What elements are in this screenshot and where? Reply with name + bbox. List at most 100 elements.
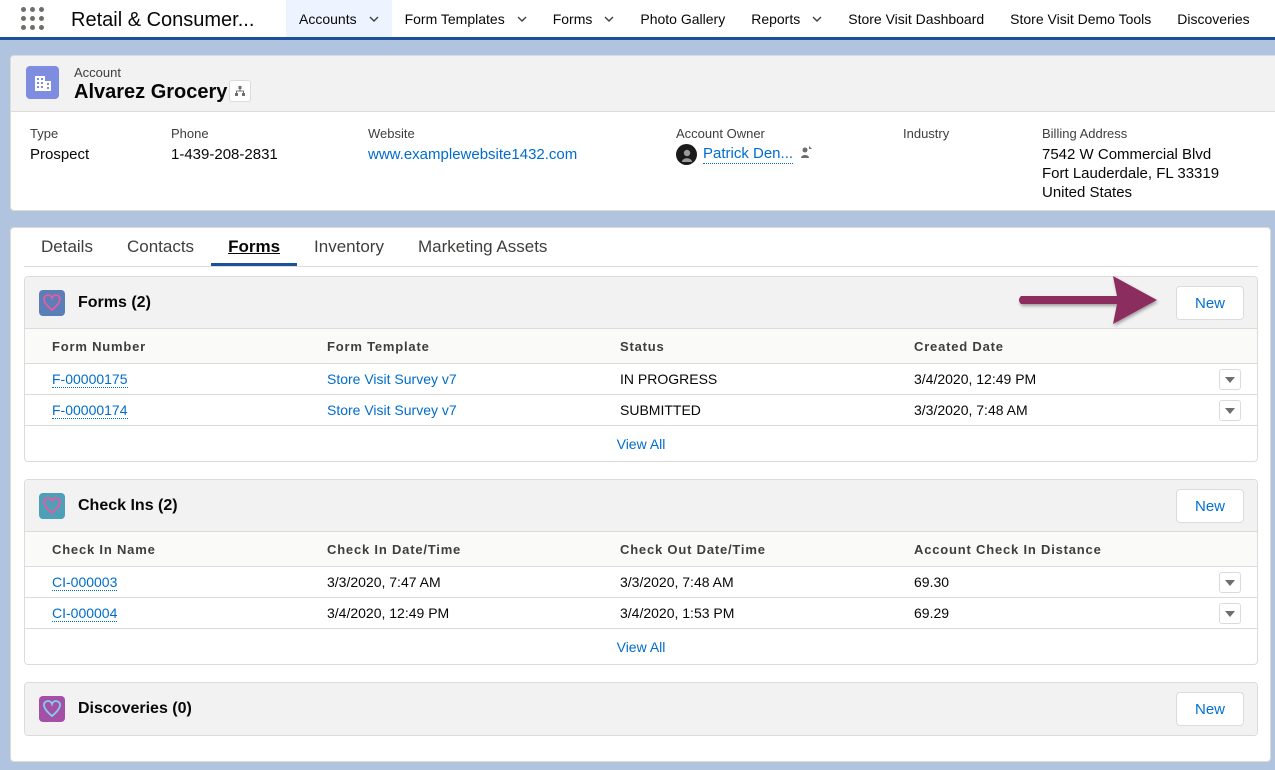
- row-actions-button[interactable]: [1219, 603, 1241, 624]
- chevron-down-icon[interactable]: [604, 14, 614, 24]
- distance-cell: 69.30: [914, 574, 950, 590]
- check-in-name-link[interactable]: CI-000004: [52, 605, 118, 622]
- nav-item-label: Store Visit Dashboard: [848, 10, 985, 27]
- discoveries-heart-icon: [39, 696, 65, 722]
- new-form-button[interactable]: New: [1176, 286, 1244, 320]
- column-header[interactable]: Check In Name: [52, 542, 156, 557]
- field-type: Type Prospect: [30, 126, 89, 164]
- hierarchy-icon: [235, 86, 245, 96]
- nav-tab-bar: Accounts Form Templates Forms Photo Gall…: [286, 0, 1275, 37]
- nav-item-label: Reports: [751, 10, 801, 27]
- check-in-time-cell: 3/3/2020, 7:47 AM: [327, 574, 441, 590]
- chevron-down-icon[interactable]: [517, 14, 527, 24]
- created-date-cell: 3/4/2020, 12:49 PM: [914, 371, 1037, 387]
- status-cell: SUBMITTED: [620, 402, 701, 418]
- record-header: Account Alvarez Grocery Type Prospect Ph…: [10, 55, 1275, 211]
- caret-down-icon: [1225, 376, 1235, 383]
- nav-item-discoveries[interactable]: Discoveries: [1164, 0, 1262, 37]
- distance-cell: 69.29: [914, 605, 950, 621]
- forms-related-list: Forms (2) New Form Number Form Template …: [24, 276, 1258, 462]
- tab-contacts[interactable]: Contacts: [126, 237, 195, 256]
- nav-item-forms[interactable]: Forms: [540, 0, 628, 37]
- table-row: F-00000174 Store Visit Survey v7 SUBMITT…: [25, 395, 1257, 426]
- nav-item-photo-gallery[interactable]: Photo Gallery: [627, 0, 738, 37]
- status-cell: IN PROGRESS: [620, 371, 718, 387]
- row-actions-button[interactable]: [1219, 572, 1241, 593]
- related-content: Details Contacts Forms Inventory Marketi…: [10, 227, 1271, 762]
- field-label: Phone: [171, 126, 209, 141]
- annotation-arrow-icon: [1019, 276, 1157, 324]
- nav-item-form-templates[interactable]: Form Templates: [392, 0, 540, 37]
- column-header[interactable]: Form Template: [327, 339, 430, 354]
- change-owner-icon[interactable]: [799, 145, 813, 164]
- table-row: CI-000003 3/3/2020, 7:47 AM 3/3/2020, 7:…: [25, 567, 1257, 598]
- tab-details[interactable]: Details: [41, 237, 93, 256]
- field-label: Billing Address: [1042, 126, 1128, 141]
- field-billing-address: Billing Address 7542 W Commercial Blvd F…: [1042, 126, 1219, 202]
- caret-down-icon: [1225, 610, 1235, 617]
- related-list-title: Check Ins (2): [78, 497, 178, 514]
- field-value: 1-439-208-2831: [171, 146, 278, 163]
- nav-item-reports[interactable]: Reports: [738, 0, 835, 37]
- website-link[interactable]: www.examplewebsite1432.com: [368, 146, 578, 163]
- discoveries-related-list: Discoveries (0) New: [24, 682, 1258, 736]
- nav-item-accounts[interactable]: Accounts: [286, 0, 392, 37]
- address-line-3: United States: [1042, 184, 1133, 201]
- row-actions-button[interactable]: [1219, 400, 1241, 421]
- column-header[interactable]: Form Number: [52, 339, 147, 354]
- nav-item-label: Discoveries: [1177, 10, 1250, 27]
- check-ins-related-list: Check Ins (2) New Check In Name Check In…: [24, 479, 1258, 665]
- form-number-link[interactable]: F-00000174: [52, 402, 128, 419]
- record-name: Alvarez Grocery: [74, 81, 228, 103]
- new-discovery-button[interactable]: New: [1176, 692, 1244, 726]
- related-list-title: Forms (2): [78, 294, 151, 311]
- object-label: Account: [74, 65, 121, 80]
- column-header[interactable]: Created Date: [914, 339, 1004, 354]
- field-label: Account Owner: [676, 126, 765, 141]
- field-label: Type: [30, 126, 59, 141]
- check-in-time-cell: 3/4/2020, 12:49 PM: [327, 605, 450, 621]
- column-header[interactable]: Account Check In Distance: [914, 542, 1102, 557]
- check-out-time-cell: 3/3/2020, 7:48 AM: [620, 574, 734, 590]
- app-name: Retail & Consumer...: [71, 9, 255, 31]
- column-header[interactable]: Check Out Date/Time: [620, 542, 766, 557]
- view-all-link[interactable]: View All: [616, 435, 666, 452]
- related-list-header: Discoveries (0) New: [25, 683, 1257, 735]
- app-launcher-icon[interactable]: [0, 0, 64, 37]
- nav-item-label: Form Templates: [404, 10, 505, 27]
- column-header[interactable]: Check In Date/Time: [327, 542, 462, 557]
- address-line-2: Fort Lauderdale, FL 33319: [1042, 165, 1220, 182]
- nav-item-store-visit-dashboard[interactable]: Store Visit Dashboard: [835, 0, 997, 37]
- global-nav: Retail & Consumer... Accounts Form Templ…: [0, 0, 1275, 40]
- form-number-link[interactable]: F-00000175: [52, 371, 128, 388]
- table-row: F-00000175 Store Visit Survey v7 IN PROG…: [25, 364, 1257, 395]
- chevron-down-icon[interactable]: [812, 14, 822, 24]
- nav-item-store-visit-demo-tools[interactable]: Store Visit Demo Tools: [997, 0, 1164, 37]
- record-tabs: Details Contacts Forms Inventory Marketi…: [24, 228, 1258, 267]
- field-label: Industry: [903, 126, 950, 141]
- form-template-link[interactable]: Store Visit Survey v7: [327, 371, 457, 387]
- check-out-time-cell: 3/4/2020, 1:53 PM: [620, 605, 735, 621]
- related-list-header: Check Ins (2) New: [25, 480, 1257, 532]
- tab-inventory[interactable]: Inventory: [314, 237, 384, 256]
- address-line-1: 7542 W Commercial Blvd: [1042, 146, 1212, 163]
- field-website: Website www.examplewebsite1432.com: [368, 126, 577, 164]
- tab-marketing-assets[interactable]: Marketing Assets: [417, 237, 548, 256]
- account-icon: [26, 66, 59, 99]
- view-all-link[interactable]: View All: [616, 638, 666, 655]
- field-value: Prospect: [30, 146, 90, 163]
- owner-link[interactable]: Patrick Den...: [703, 145, 794, 164]
- column-headers: Form Number Form Template Status Created…: [25, 329, 1257, 364]
- check-in-name-link[interactable]: CI-000003: [52, 574, 118, 591]
- field-phone: Phone 1-439-208-2831: [171, 126, 278, 164]
- new-check-in-button[interactable]: New: [1176, 489, 1244, 523]
- chevron-down-icon[interactable]: [369, 14, 379, 24]
- nav-item-label: Store Visit Demo Tools: [1010, 10, 1152, 27]
- hierarchy-button[interactable]: [229, 80, 251, 102]
- form-template-link[interactable]: Store Visit Survey v7: [327, 402, 457, 418]
- column-header[interactable]: Status: [620, 339, 665, 354]
- nav-item-label: Accounts: [299, 10, 357, 27]
- tab-forms[interactable]: Forms: [211, 228, 298, 266]
- row-actions-button[interactable]: [1219, 369, 1241, 390]
- nav-item-label: Photo Gallery: [640, 10, 726, 27]
